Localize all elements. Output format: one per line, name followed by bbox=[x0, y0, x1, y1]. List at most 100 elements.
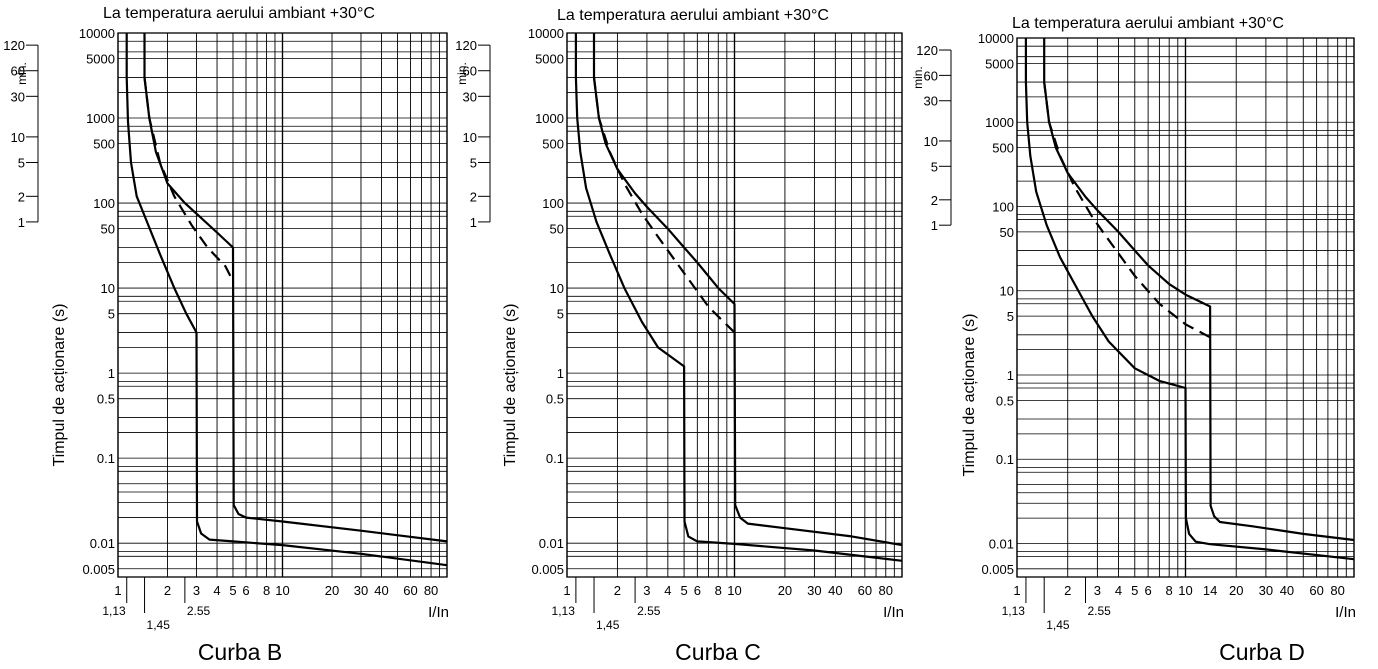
minutes-label: min. bbox=[15, 62, 29, 85]
x-tick-label: 80 bbox=[879, 583, 893, 598]
y-gridlines bbox=[118, 32, 447, 570]
x-tick-label: 40 bbox=[828, 583, 842, 598]
x-tick-label: 10 bbox=[1178, 583, 1192, 598]
x-tick-label: 1 bbox=[563, 583, 570, 598]
x-tick-label: 20 bbox=[325, 583, 339, 598]
y-tick-label: 10000 bbox=[528, 26, 564, 41]
minutes-tick-label: 120 bbox=[455, 38, 477, 53]
minutes-axis: 120 60 30 10 5 2 1 min. bbox=[455, 38, 491, 230]
x-tick-label: 5 bbox=[680, 583, 687, 598]
y-tick-label: 0.1 bbox=[97, 451, 115, 466]
minutes-tick-label: 30 bbox=[463, 89, 477, 104]
chart-panel-1: La temperatura aerului ambiant +30°C Curb… bbox=[3, 5, 449, 665]
x-tick-label: 3 bbox=[1094, 583, 1101, 598]
x-extra-ticks: 1,13 1,45 2.55 bbox=[552, 577, 661, 632]
minutes-label: min. bbox=[455, 62, 469, 85]
x-tick-label: 40 bbox=[1280, 583, 1294, 598]
minutes-tick-label: 30 bbox=[924, 94, 938, 109]
y-tick-label: 10000 bbox=[978, 31, 1014, 46]
x-extra-tick-label: 2.55 bbox=[637, 604, 661, 618]
x-tick-label: 30 bbox=[807, 583, 821, 598]
x-extra-tick-label: 2.55 bbox=[1088, 604, 1112, 618]
y-tick-label: 100 bbox=[93, 196, 115, 211]
x-tick-labels: 1 2 3 4 5 6 8 10 20 30 40 60 80 bbox=[563, 583, 893, 598]
x-tick-label: 8 bbox=[715, 583, 722, 598]
x-tick-label: 60 bbox=[403, 583, 417, 598]
y-tick-label: 100 bbox=[992, 199, 1014, 214]
y-tick-label: 0.005 bbox=[82, 562, 115, 577]
x-axis-label: I/In bbox=[428, 604, 449, 621]
minutes-tick-label: 1 bbox=[18, 215, 25, 230]
minutes-tick-label: 2 bbox=[931, 193, 938, 208]
x-tick-label: 2 bbox=[164, 583, 171, 598]
y-tick-label: 5000 bbox=[985, 56, 1014, 71]
y-tick-label: 0.1 bbox=[546, 451, 564, 466]
x-tick-label: 3 bbox=[643, 583, 650, 598]
plot-frame bbox=[566, 32, 903, 578]
y-tick-label: 0.1 bbox=[996, 452, 1014, 467]
y-tick-labels: 10000 5000 1000 500 100 50 10 5 1 0.5 0.1 0.01 0.005 bbox=[528, 26, 564, 577]
x-gridlines bbox=[117, 33, 448, 577]
trip-curve-1 bbox=[1024, 38, 1355, 561]
x-extra-ticks: 1,13 1,45 2.55 bbox=[102, 577, 211, 632]
y-tick-label: 500 bbox=[992, 141, 1014, 156]
x-tick-label: 3 bbox=[193, 583, 200, 598]
x-extra-tick-label: 1,45 bbox=[596, 618, 620, 632]
dashed-curve bbox=[1043, 81, 1211, 339]
trip-curve-1 bbox=[574, 33, 903, 562]
x-tick-label: 60 bbox=[1309, 583, 1323, 598]
x-tick-label: 14 bbox=[1203, 583, 1217, 598]
y-tick-label: 0.5 bbox=[546, 392, 564, 407]
x-tick-label: 40 bbox=[374, 583, 388, 598]
x-tick-label: 20 bbox=[778, 583, 792, 598]
plot-frame bbox=[1016, 37, 1355, 578]
x-tick-label: 4 bbox=[664, 583, 671, 598]
series-group bbox=[1024, 38, 1355, 561]
y-tick-label: 5 bbox=[1007, 309, 1014, 324]
x-extra-tick-label: 1,13 bbox=[1002, 604, 1026, 618]
minutes-tick-label: 2 bbox=[18, 189, 25, 204]
x-tick-label: 6 bbox=[242, 583, 249, 598]
x-tick-labels: 1 2 3 4 5 6 8 10 14 20 30 40 60 80 bbox=[1013, 583, 1345, 598]
x-tick-label: 8 bbox=[263, 583, 270, 598]
minutes-tick-label: 1 bbox=[470, 215, 477, 230]
x-tick-label: 30 bbox=[354, 583, 368, 598]
y-tick-label: 500 bbox=[93, 137, 115, 152]
y-tick-label: 5000 bbox=[86, 52, 115, 67]
chart-title: La temperatura aerului ambiant +30°C bbox=[1012, 15, 1284, 32]
chart-panel-2: La temperatura aerului ambiant +30°C Curb… bbox=[455, 7, 904, 665]
x-tick-label: 4 bbox=[213, 583, 220, 598]
minutes-axis: 120 60 30 10 5 2 1 min. bbox=[3, 38, 39, 230]
y-tick-label: 100 bbox=[542, 196, 564, 211]
y-axis-label: Timpul de acționare (s) bbox=[51, 303, 68, 466]
x-tick-label: 4 bbox=[1115, 583, 1122, 598]
x-extra-tick-label: 1,13 bbox=[552, 604, 576, 618]
y-tick-label: 0.01 bbox=[989, 536, 1014, 551]
minutes-tick-label: 5 bbox=[931, 159, 938, 174]
y-axis-label: Timpul de acționare (s) bbox=[961, 313, 978, 476]
y-tick-labels: 10000 5000 1000 500 100 50 10 5 1 0.5 0.1 0.01 0.005 bbox=[79, 26, 115, 577]
minutes-tick-label: 60 bbox=[924, 68, 938, 83]
x-tick-label: 6 bbox=[1145, 583, 1152, 598]
x-extra-tick-label: 2.55 bbox=[187, 604, 211, 618]
y-tick-label: 10000 bbox=[79, 26, 115, 41]
y-tick-label: 10 bbox=[101, 281, 115, 296]
chart-title: La temperatura aerului ambiant +30°C bbox=[103, 5, 375, 22]
y-tick-label: 10 bbox=[1000, 284, 1014, 299]
minutes-tick-label: 120 bbox=[3, 38, 25, 53]
x-axis-label: I/In bbox=[883, 604, 904, 621]
minutes-tick-label: 120 bbox=[916, 43, 938, 58]
minutes-tick-label: 60 bbox=[11, 64, 25, 79]
series-group bbox=[125, 33, 448, 567]
x-tick-label: 8 bbox=[1166, 583, 1173, 598]
y-tick-label: 0.01 bbox=[90, 536, 115, 551]
minutes-tick-label: 1 bbox=[931, 218, 938, 233]
minutes-tick-label: 30 bbox=[11, 89, 25, 104]
y-tick-label: 1000 bbox=[535, 111, 564, 126]
dashed-curve bbox=[143, 77, 234, 282]
y-tick-label: 1000 bbox=[985, 115, 1014, 130]
y-tick-label: 1000 bbox=[86, 111, 115, 126]
x-tick-label: 10 bbox=[275, 583, 289, 598]
x-extra-tick-label: 1,45 bbox=[1046, 618, 1070, 632]
